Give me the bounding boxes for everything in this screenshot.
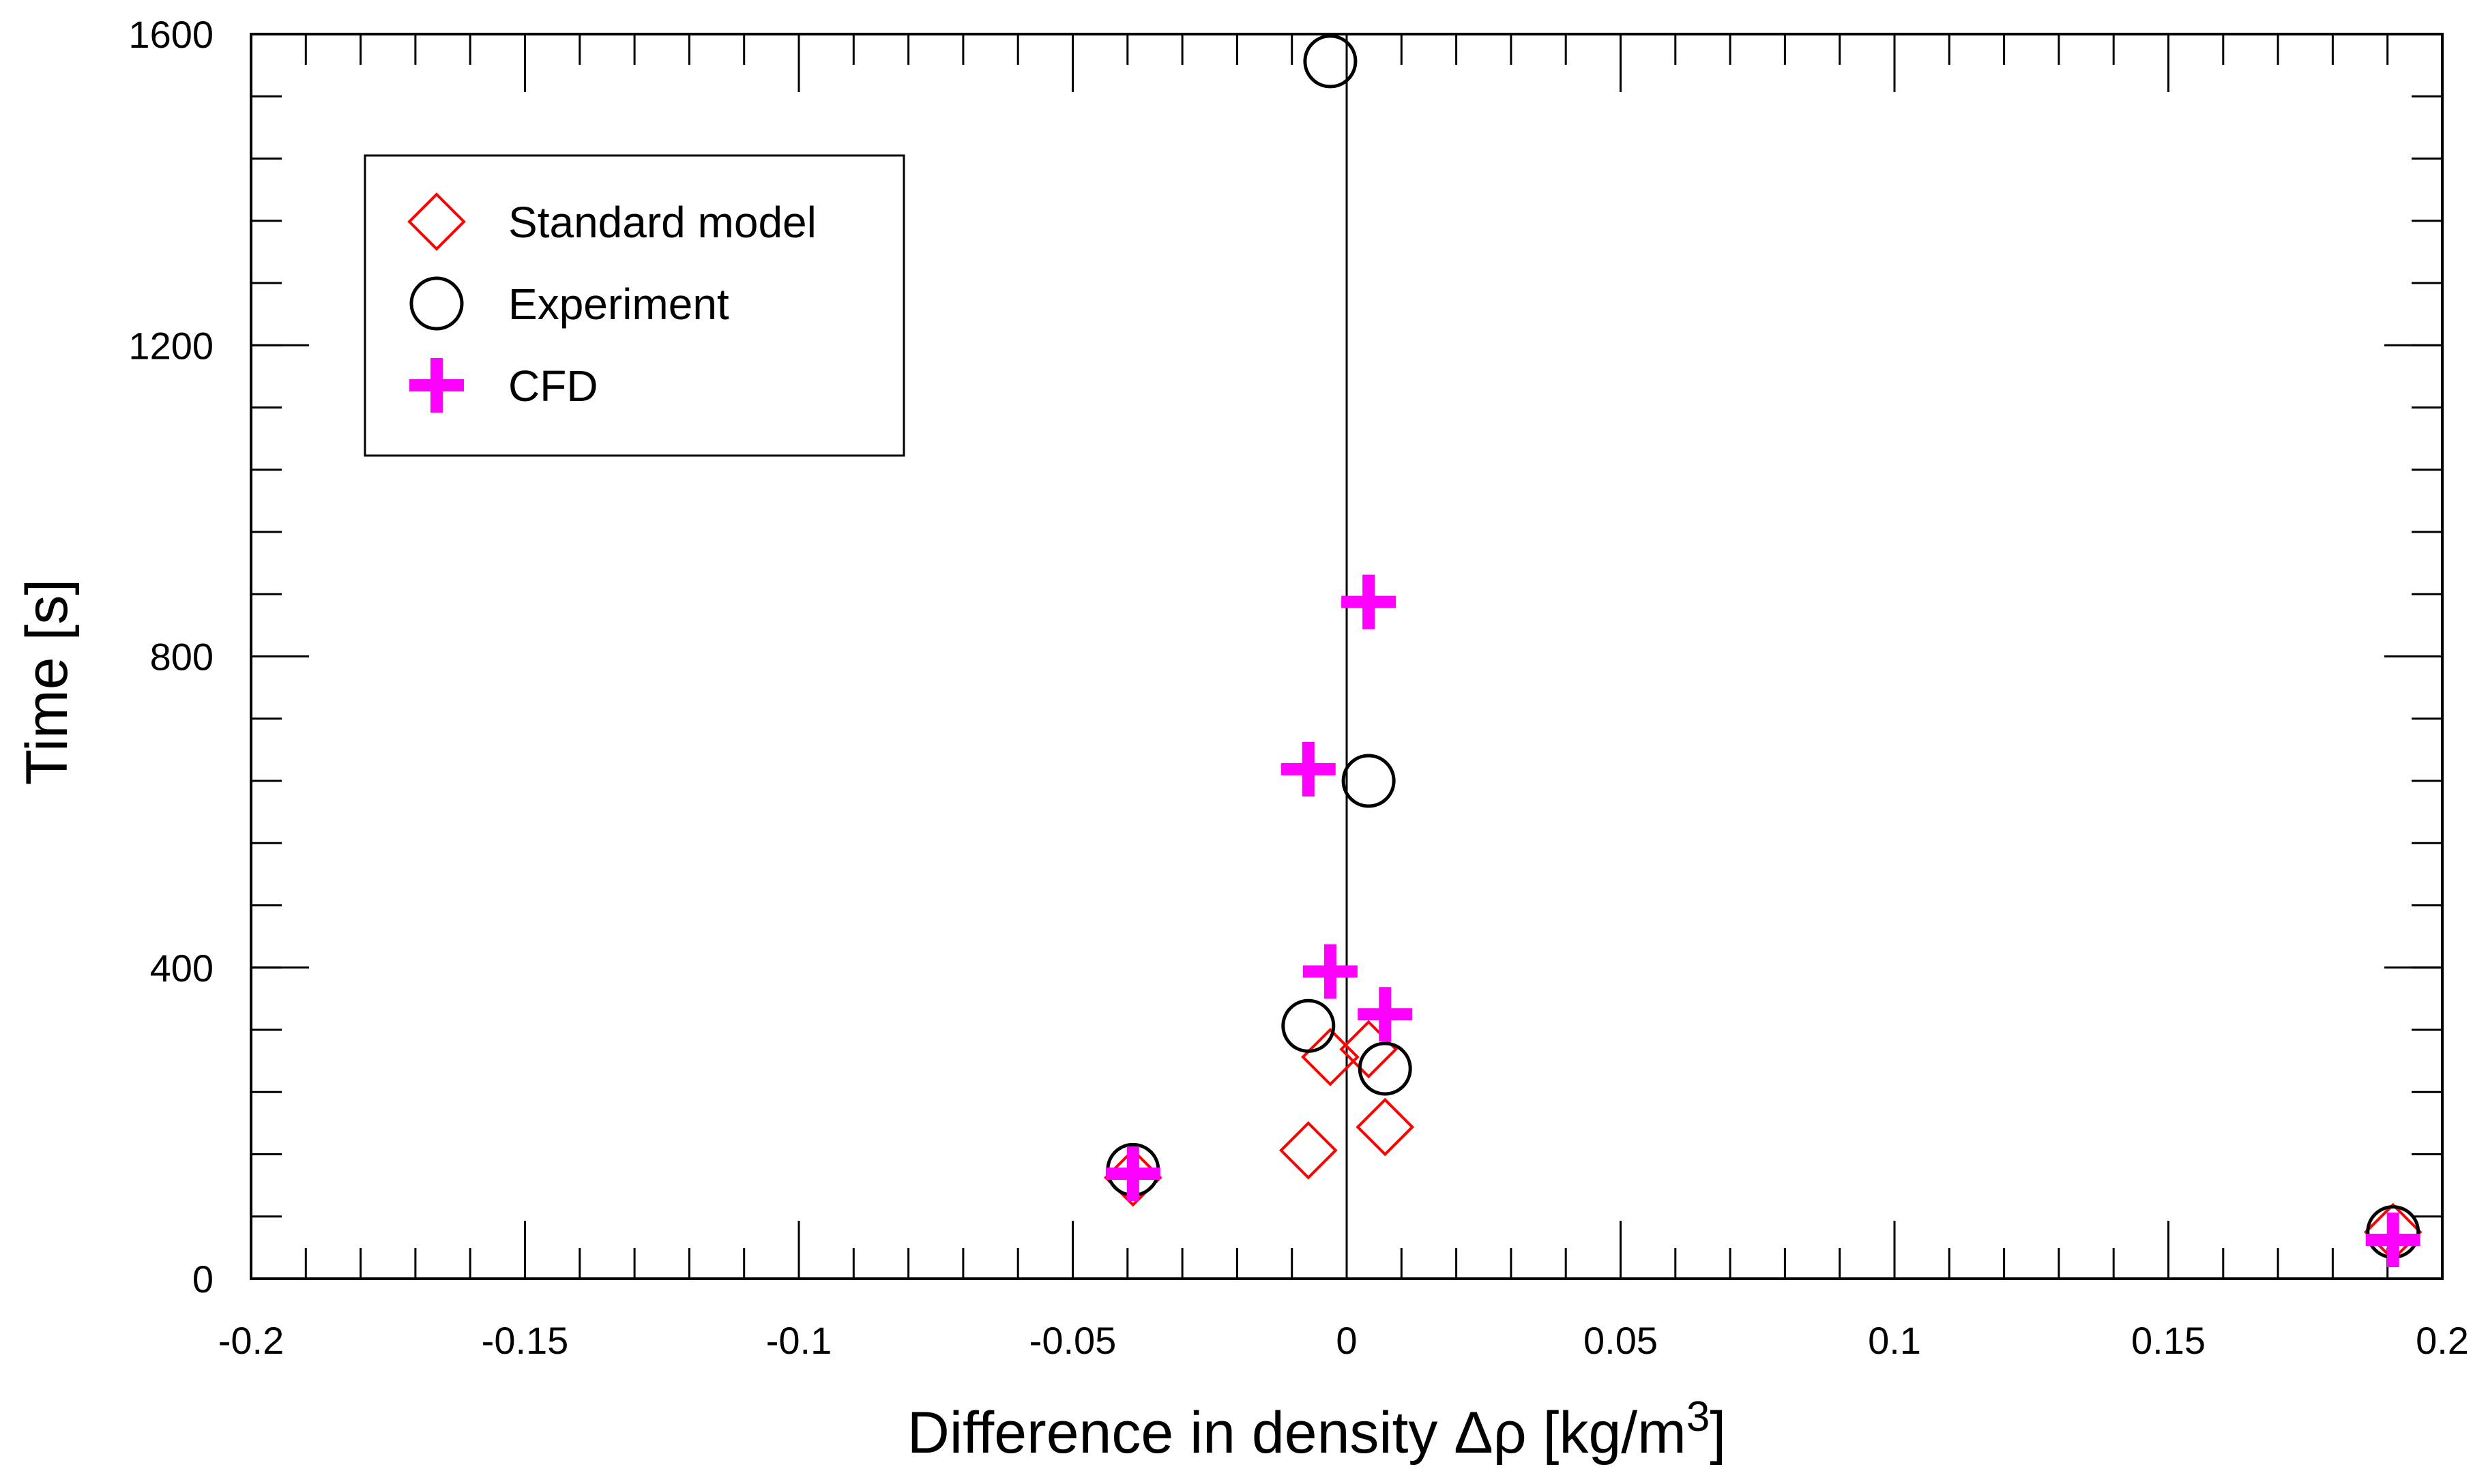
series-cfd [1105, 574, 2420, 1267]
y-tick-label: 800 [150, 636, 214, 679]
circle-point [1303, 34, 1358, 89]
x-tick-label: 0.2 [2416, 1319, 2469, 1362]
plus-point [1341, 574, 1396, 629]
diamond-point [1356, 1097, 1415, 1157]
legend: Standard model Experiment CFD [364, 154, 905, 457]
legend-symbol-circle [409, 276, 464, 331]
circle-point [1281, 998, 1336, 1053]
circle-point [1341, 754, 1396, 808]
legend-symbol-diamond [407, 192, 466, 251]
x-tick-label: -0.15 [482, 1319, 569, 1362]
data-marks [1104, 34, 2423, 1267]
x-tick-labels: -0.2 -0.15 -0.1 -0.05 0 0.05 0.1 0.15 0.2 [218, 1319, 2469, 1362]
plot-frame [250, 33, 2444, 1280]
legend-box [364, 154, 905, 457]
y-tick-label: 1600 [128, 13, 214, 56]
y-axis-title: Time [s] [14, 579, 80, 786]
x-tick-label: 0.1 [1868, 1319, 1921, 1362]
x-tick-label: 0.15 [2131, 1319, 2206, 1362]
x-axis-title-main: Difference in density Δρ [kg/m [907, 1400, 1686, 1466]
plus-point [2365, 1212, 2420, 1267]
y-tick-label: 400 [150, 947, 214, 990]
series-standard-model [1104, 1020, 2423, 1262]
x-axis-title-superscript: 3 [1686, 1393, 1710, 1440]
circle-point [1358, 1041, 1412, 1096]
x-tick-label: -0.1 [766, 1319, 832, 1362]
y-tick-label: 0 [192, 1258, 214, 1301]
legend-symbols [407, 192, 466, 413]
series-experiment [1106, 34, 2420, 1260]
legend-label-standard-model: Standard model [508, 198, 817, 247]
legend-label-cfd: CFD [508, 361, 598, 411]
x-tick-label: 0.05 [1583, 1319, 1658, 1362]
x-tick-label: -0.05 [1029, 1319, 1117, 1362]
y-tick-label: 1200 [128, 324, 214, 367]
plus-point [1302, 944, 1358, 999]
plus-point [1358, 987, 1413, 1042]
diamond-point [1278, 1121, 1338, 1180]
x-axis-title: Difference in density Δρ [kg/m3] [907, 1393, 1726, 1466]
x-tick-label: 0 [1336, 1319, 1357, 1362]
x-axis-title-suffix: ] [1710, 1400, 1726, 1466]
y-tick-labels: 0 400 800 1200 1600 [128, 13, 214, 1301]
legend-label-experiment: Experiment [508, 280, 729, 329]
plus-point [1281, 741, 1336, 797]
x-tick-label: -0.2 [218, 1319, 284, 1362]
legend-symbol-plus [409, 358, 464, 413]
plus-point [1105, 1146, 1160, 1202]
diamond-point [1301, 1028, 1360, 1086]
